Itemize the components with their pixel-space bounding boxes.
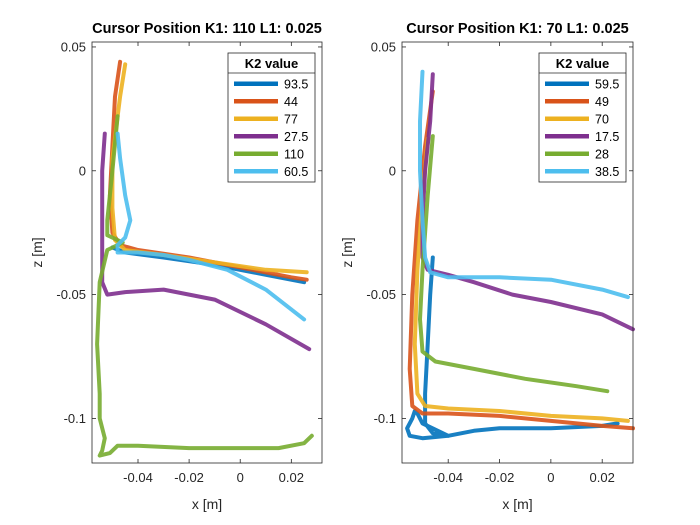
- y-tick-label: -0.1: [64, 411, 86, 426]
- series-line-59.5: [405, 255, 620, 441]
- y-tick-label: -0.1: [374, 411, 396, 426]
- legend-label: 93.5: [284, 77, 308, 91]
- legend-label: 60.5: [284, 165, 308, 179]
- y-axis-label: z [m]: [29, 237, 45, 267]
- y-tick-label: -0.05: [56, 287, 86, 302]
- y-tick-label: 0: [79, 163, 86, 178]
- x-tick-label: -0.04: [123, 470, 153, 485]
- axes-box: [401, 41, 634, 464]
- x-tick-label: 0.02: [279, 470, 304, 485]
- chart-panel-1: -0.04 -0.02 0 0.02 0.05 0 -0.05 -0.1 Cursor Posi…: [29, 21, 323, 512]
- legend: K2 value 59.5 49 70 17.5 28 38.5: [538, 52, 627, 183]
- legend: K2 value 93.5 44 77 27.5 110 60.5: [227, 52, 316, 183]
- legend-title: K2 value: [245, 56, 298, 71]
- y-tick-label: 0.05: [371, 39, 396, 54]
- legend-label: 59.5: [595, 77, 619, 91]
- x-tick-label: -0.04: [433, 470, 463, 485]
- series-line-27.5: [100, 131, 312, 352]
- x-tick-label: -0.02: [174, 470, 204, 485]
- series-line-49: [407, 89, 635, 431]
- legend-label: 38.5: [595, 165, 619, 179]
- legend-label: 28: [595, 147, 609, 161]
- legend-label: 110: [284, 147, 304, 161]
- series-line-60.5: [115, 131, 307, 322]
- legend-label: 70: [595, 112, 609, 126]
- chart-title: Cursor Position K1: 110 L1: 0.025: [92, 21, 322, 37]
- chart-title: Cursor Position K1: 70 L1: 0.025: [406, 21, 628, 37]
- legend-label: 17.5: [595, 130, 619, 144]
- y-axis-label: z [m]: [339, 237, 355, 267]
- legend-label: 27.5: [284, 130, 308, 144]
- series-line-70: [412, 136, 630, 423]
- x-tick-label: -0.02: [485, 470, 515, 485]
- series-lines: [95, 59, 314, 458]
- legend-label: 77: [284, 112, 298, 126]
- x-tick-label: 0: [547, 470, 554, 485]
- x-axis-label: x [m]: [192, 496, 222, 512]
- series-line-38.5: [418, 69, 630, 300]
- legend-label: 44: [284, 95, 298, 109]
- series-line-17.5: [420, 72, 635, 332]
- y-tick-label: -0.05: [366, 287, 396, 302]
- x-tick-label: 0: [237, 470, 244, 485]
- legend-title: K2 value: [556, 56, 609, 71]
- chart-panel-2: -0.04 -0.02 0 0.02 0.05 0 -0.05 -0.1 Cursor Posi…: [339, 21, 635, 512]
- y-tick-label: 0.05: [61, 39, 86, 54]
- x-axis-label: x [m]: [502, 496, 532, 512]
- series-line-110: [95, 114, 314, 458]
- series-lines: [405, 69, 635, 441]
- legend-label: 49: [595, 95, 609, 109]
- y-tick-label: 0: [389, 163, 396, 178]
- x-tick-label: 0.02: [590, 470, 615, 485]
- axes-box: [91, 41, 323, 464]
